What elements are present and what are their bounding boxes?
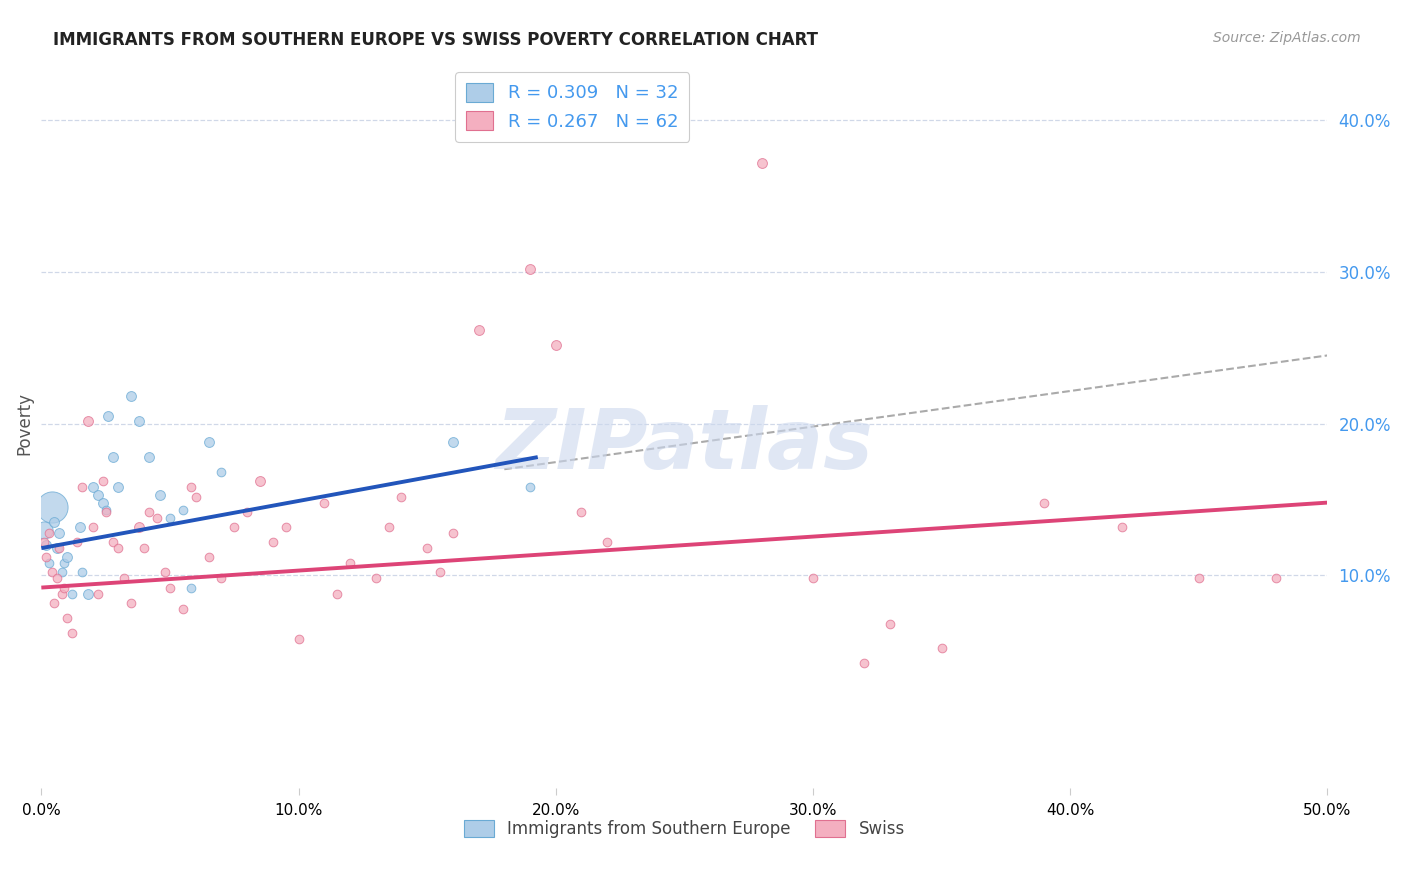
Point [60,587,83,601]
Point [1033,495,1056,509]
Point [197,550,219,565]
Point [138,505,160,519]
Point [153,566,176,580]
Point [120,596,142,610]
Point [44,516,66,530]
Point [91,495,114,509]
Point [38,525,60,540]
Point [172,503,194,517]
Point [326,587,349,601]
Point [45,572,67,586]
Point [35,538,58,552]
Point [94,505,117,519]
Point [364,572,387,586]
Point [128,414,150,428]
Point [377,520,399,534]
Point [32,523,55,537]
Point [853,657,876,671]
Point [94,503,117,517]
Point [112,572,135,586]
Point [97,409,120,424]
Point [138,450,160,464]
Point [339,556,361,570]
Point [103,535,125,549]
Point [596,535,619,549]
Y-axis label: Poverty: Poverty [15,392,32,455]
Point [801,572,824,586]
Point [60,626,83,640]
Point [72,480,94,494]
Point [66,535,89,549]
Point [53,556,76,570]
Point [38,556,60,570]
Point [416,541,439,555]
Point [128,520,150,534]
Point [441,434,464,449]
Point [519,480,541,494]
Point [51,587,73,601]
Point [197,434,219,449]
Point [751,155,773,169]
Point [134,541,156,555]
Point [120,389,142,403]
Point [249,475,271,489]
Point [314,495,336,509]
Text: IMMIGRANTS FROM SOUTHERN EUROPE VS SWISS POVERTY CORRELATION CHART: IMMIGRANTS FROM SOUTHERN EUROPE VS SWISS… [53,31,818,49]
Point [879,617,901,632]
Point [287,632,309,647]
Point [1188,572,1211,586]
Point [76,414,98,428]
Point [82,480,104,494]
Point [184,490,207,504]
Text: ZIPatlas: ZIPatlas [495,405,873,486]
Point [544,338,567,352]
Point [172,602,194,616]
Point [41,566,63,580]
Point [48,541,70,555]
Point [1111,520,1133,534]
Point [87,488,110,502]
Point [82,520,104,534]
Point [519,262,541,277]
Point [146,510,169,524]
Point [209,465,232,479]
Point [44,596,66,610]
Point [931,641,953,656]
Point [53,581,76,595]
Point [467,323,489,337]
Point [149,488,172,502]
Point [48,525,70,540]
Point [103,450,125,464]
Point [441,525,464,540]
Point [209,572,232,586]
Point [87,587,110,601]
Point [107,541,129,555]
Point [236,505,259,519]
Point [72,566,94,580]
Point [180,480,202,494]
Point [391,490,413,504]
Point [69,520,91,534]
Point [274,520,297,534]
Point [159,510,181,524]
Legend: Immigrants from Southern Europe, Swiss: Immigrants from Southern Europe, Swiss [457,814,911,845]
Point [180,581,202,595]
Point [224,520,246,534]
Point [32,535,55,549]
Point [571,505,593,519]
Point [429,566,451,580]
Point [41,500,63,515]
Point [1265,572,1288,586]
Point [56,611,79,625]
Point [91,475,114,489]
Point [262,535,284,549]
Point [76,587,98,601]
Point [159,581,181,595]
Point [45,541,67,555]
Point [51,566,73,580]
Point [56,550,79,565]
Point [107,480,129,494]
Point [35,550,58,565]
Text: Source: ZipAtlas.com: Source: ZipAtlas.com [1213,31,1361,45]
